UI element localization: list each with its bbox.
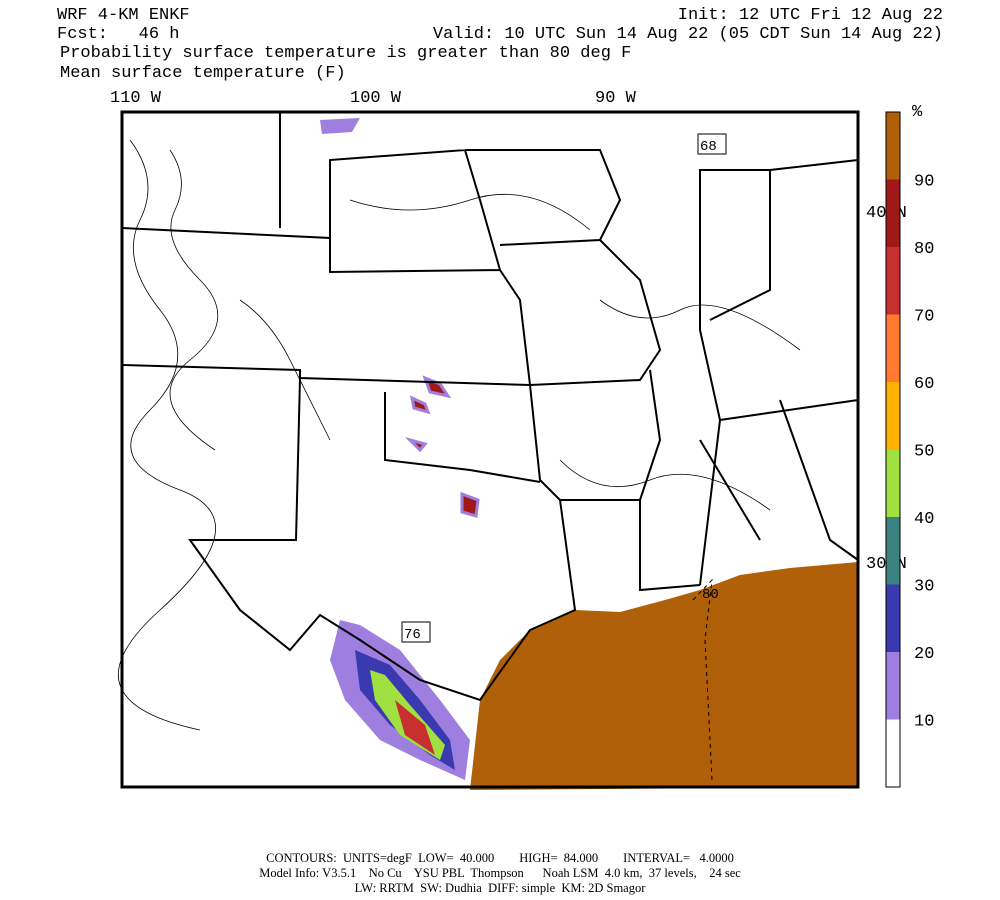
colorbar-label: 60 [914, 375, 934, 394]
colorbar-label: 10 [914, 713, 934, 732]
valid-time: Valid: 10 UTC Sun 14 Aug 22 (05 CDT Sun … [433, 25, 943, 44]
colorbar-label: 80 [914, 240, 934, 259]
longitude-label: 90 W [595, 89, 637, 108]
map: 68 76 80 [118, 110, 860, 790]
colorbar-unit: % [912, 103, 923, 122]
colorbar-label: 30 [914, 578, 934, 597]
colorbar-frame [885, 111, 901, 788]
colorbar-swatch [886, 449, 900, 517]
colorbar-swatch [886, 112, 900, 180]
probability-area [404, 375, 480, 518]
boundary-line [692, 578, 713, 781]
colorbar-label: 20 [914, 645, 934, 664]
colorbar-swatch [886, 652, 900, 720]
field-title: Mean surface temperature (F) [60, 64, 346, 83]
colorbar-swatch [886, 247, 900, 315]
forecast-hour: Fcst: 46 h [57, 25, 179, 44]
colorbar-label: 70 [914, 308, 934, 327]
colorbar-label: 90 [914, 173, 934, 192]
field-title: Probability surface temperature is great… [60, 44, 631, 63]
contour-label: 76 [404, 627, 421, 643]
colorbar-swatch [886, 382, 900, 450]
contour-label-box [697, 133, 727, 155]
temperature-contours [118, 139, 801, 731]
contour-label: 68 [700, 139, 717, 155]
probability-area [320, 118, 360, 134]
colorbar: % 10 20 30 40 50 60 70 80 90 [885, 103, 934, 788]
longitude-label: 110 W [110, 89, 162, 108]
colorbar-swatch [886, 314, 900, 382]
colorbar-swatch [886, 517, 900, 585]
colorbar-swatch [886, 179, 900, 247]
state-borders [121, 112, 859, 702]
colorbar-label: 40 [914, 510, 934, 529]
footer-line: Model Info: V3.5.1 No Cu YSU PBL Thompso… [259, 866, 741, 880]
model-title: WRF 4-KM ENKF [57, 6, 190, 25]
colorbar-swatch [886, 719, 900, 787]
colorbar-swatch [886, 584, 900, 652]
footer-line: CONTOURS: UNITS=degF LOW= 40.000 HIGH= 8… [266, 851, 734, 865]
probability-area [395, 700, 435, 755]
gulf-probability [470, 562, 858, 790]
colorbar-label: 50 [914, 443, 934, 462]
contour-label-box [401, 621, 431, 643]
map-frame [120, 110, 860, 789]
footer-line: LW: RRTM SW: Dudhia DIFF: simple KM: 2D … [355, 881, 647, 895]
contour-label: 80 [702, 587, 719, 603]
init-time: Init: 12 UTC Fri 12 Aug 22 [678, 6, 943, 25]
longitude-label: 100 W [350, 89, 402, 108]
